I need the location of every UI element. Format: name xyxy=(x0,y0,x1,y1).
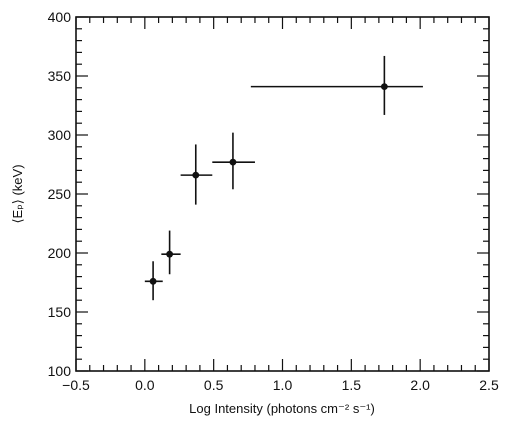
y-tick-label: 400 xyxy=(48,9,72,25)
x-tick-label: 0.0 xyxy=(135,377,155,393)
y-tick-label: 350 xyxy=(48,68,72,84)
tick-labels: −0.5 0.0 0.5 1.0 1.5 2.0 2.5 100 150 200 250 300 350… xyxy=(48,9,499,393)
x-tick-label: 1.0 xyxy=(273,377,293,393)
data-points xyxy=(149,83,388,285)
axis-ticks xyxy=(75,16,490,372)
error-bars xyxy=(144,55,423,301)
x-tick-label: 2.0 xyxy=(410,377,430,393)
x-axis-label: Log Intensity (photons cm⁻² s⁻¹) xyxy=(189,401,375,416)
data-point xyxy=(192,171,200,179)
x-tick-label: 0.5 xyxy=(204,377,224,393)
y-tick-label: 300 xyxy=(48,127,72,143)
data-point xyxy=(229,158,237,166)
data-point xyxy=(166,250,174,258)
x-tick-label: −0.5 xyxy=(62,377,90,393)
x-tick-label: 1.5 xyxy=(342,377,362,393)
y-tick-label: 250 xyxy=(48,186,72,202)
x-tick-label: 2.5 xyxy=(479,377,499,393)
plot-frame xyxy=(75,16,490,372)
y-tick-label: 150 xyxy=(48,304,72,320)
data-point xyxy=(380,83,388,91)
y-tick-label: 100 xyxy=(48,363,72,379)
data-point xyxy=(149,277,157,285)
y-tick-label: 200 xyxy=(48,245,72,261)
y-axis-label: ⟨Eₚ⟩ (keV) xyxy=(10,164,25,223)
